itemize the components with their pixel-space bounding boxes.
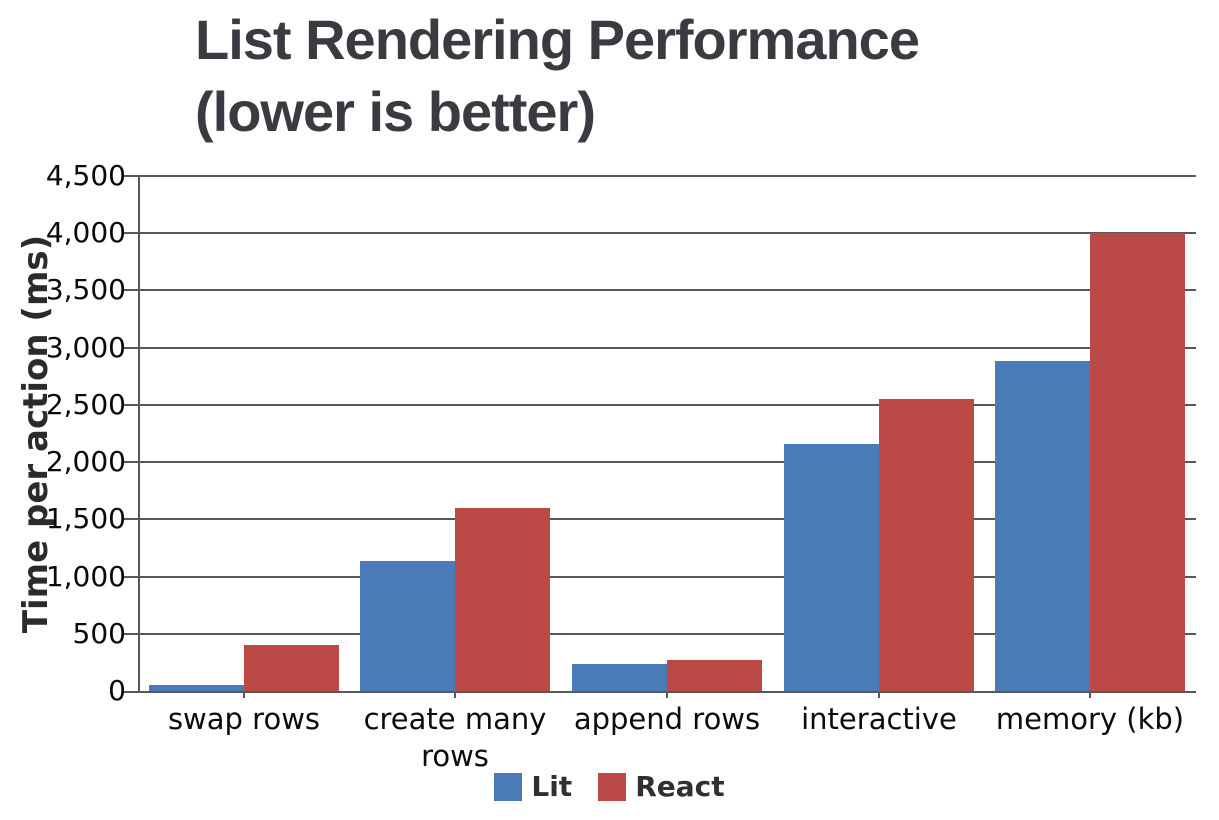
bar-lit-swap-rows <box>149 685 244 691</box>
y-tick-label: 3,500 <box>45 273 126 307</box>
y-axis-line <box>138 176 140 691</box>
y-tick-label: 3,000 <box>45 330 126 364</box>
x-category-label: swap rows <box>167 702 321 736</box>
bar-lit-create-many-rows <box>360 561 455 691</box>
gridline <box>138 461 1196 464</box>
legend: Lit React <box>0 770 1219 803</box>
y-axis-tick <box>123 518 138 521</box>
bar-lit-append-rows <box>572 664 667 691</box>
bar-react-interactive <box>879 399 974 691</box>
gridline <box>138 289 1196 292</box>
bar-react-memory-kb- <box>1090 233 1185 691</box>
x-category-label: append rows <box>573 702 761 736</box>
chart-title-line1: List Rendering Performance <box>195 8 920 71</box>
legend-swatch-react <box>598 772 627 801</box>
y-tick-label: 1,000 <box>45 559 126 593</box>
x-axis-tick <box>666 691 668 698</box>
y-tick-label: 4,500 <box>45 159 126 192</box>
bar-react-swap-rows <box>244 645 339 691</box>
y-tick-label: 2,500 <box>45 387 126 421</box>
y-axis-tick <box>123 575 138 578</box>
y-axis-tick <box>123 691 138 693</box>
x-axis-tick <box>1089 691 1091 698</box>
y-tick-label: 2,000 <box>45 445 126 479</box>
gridline <box>138 175 1196 177</box>
gridline <box>138 403 1196 406</box>
gridline <box>138 575 1196 578</box>
legend-swatch-lit <box>494 772 523 801</box>
gridline <box>138 632 1196 635</box>
y-tick-label: 1,500 <box>45 502 126 536</box>
legend-item-react: React <box>598 770 725 803</box>
chart-title: List Rendering Performance (lower is bet… <box>195 4 920 148</box>
gridline <box>138 232 1196 235</box>
y-axis-tick <box>123 461 138 464</box>
y-axis-tick <box>123 175 138 177</box>
x-axis-tick <box>243 691 245 698</box>
y-axis-tick <box>123 403 138 406</box>
bar-lit-memory-kb- <box>995 361 1090 691</box>
bar-react-create-many-rows <box>455 508 550 691</box>
x-axis-tick <box>454 691 456 698</box>
x-axis-tick <box>878 691 880 698</box>
legend-item-lit: Lit <box>494 770 572 803</box>
y-tick-label: 0 <box>108 674 126 707</box>
y-tick-label: 4,000 <box>45 216 126 250</box>
gridline <box>138 346 1196 349</box>
chart-title-line2: (lower is better) <box>195 80 596 143</box>
bar-lit-interactive <box>784 444 879 691</box>
y-axis-tick <box>123 289 138 292</box>
x-category-label: memory (kb) <box>995 702 1185 736</box>
x-category-label: create many rows <box>363 702 547 773</box>
y-tick-label: 500 <box>72 616 126 650</box>
x-category-label: interactive <box>801 702 957 736</box>
gridline <box>138 518 1196 521</box>
y-axis-tick <box>123 346 138 349</box>
y-axis-tick <box>123 632 138 635</box>
legend-label-lit: Lit <box>531 770 573 803</box>
bar-react-append-rows <box>667 660 762 691</box>
y-axis-tick <box>123 232 138 235</box>
plot-area <box>123 175 1196 698</box>
legend-label-react: React <box>635 770 725 803</box>
